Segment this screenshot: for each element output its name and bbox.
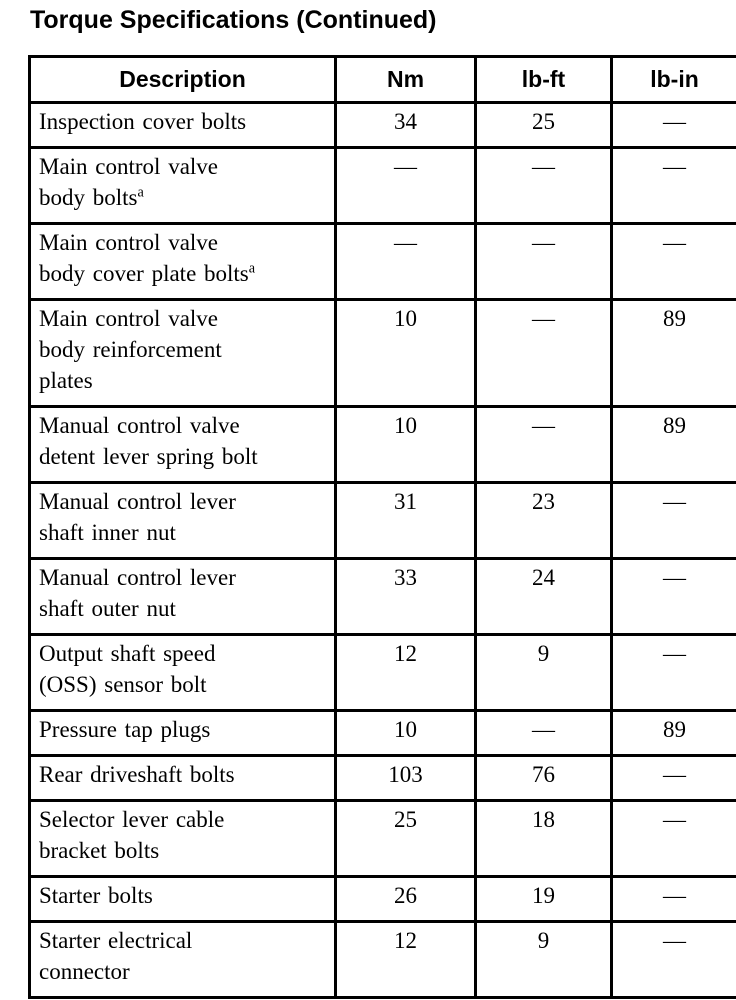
- description-cell: Manual control lever shaft outer nut: [28, 557, 337, 636]
- lb-ft-cell: 9: [474, 633, 613, 712]
- lb-ft-cell: —: [474, 222, 613, 301]
- table-row: Manual control lever shaft inner nut 31 23…: [28, 481, 736, 560]
- lb-in-cell: —: [610, 222, 736, 301]
- lb-in-cell: —: [610, 920, 736, 999]
- table-row: Rear driveshaft bolts 103 76—: [28, 754, 736, 802]
- nm-cell: 10: [334, 709, 477, 757]
- table-row: Manual control lever shaft outer nut 33 24…: [28, 557, 736, 636]
- lb-in-cell: 89: [610, 405, 736, 484]
- nm-cell: 10: [334, 298, 477, 408]
- lb-ft-cell: —: [474, 146, 613, 225]
- lb-ft-cell: —: [474, 709, 613, 757]
- lb-in-cell: —: [610, 101, 736, 149]
- lb-ft-cell: 18: [474, 799, 613, 878]
- lb-in-cell: —: [610, 799, 736, 878]
- table-row: Starter bolts 26 19—: [28, 875, 736, 923]
- lb-ft-cell: 9: [474, 920, 613, 999]
- table-row: Main control valve body boltsa — — —: [28, 146, 736, 225]
- table-row: Selector lever cable bracket bolts 25 18—: [28, 799, 736, 878]
- nm-cell: 10: [334, 405, 477, 484]
- description-cell: Manual control lever shaft inner nut: [28, 481, 337, 560]
- nm-cell: 25: [334, 799, 477, 878]
- lb-in-cell: —: [610, 557, 736, 636]
- lb-in-cell: —: [610, 633, 736, 712]
- description-cell: Rear driveshaft bolts: [28, 754, 337, 802]
- table-row: Pressure tap plugs 10—89: [28, 709, 736, 757]
- table-row: Starter electrical connector 12 9—: [28, 920, 736, 999]
- page-title: Torque Specifications (Continued): [30, 6, 437, 34]
- header-lb-in: lb-in: [610, 55, 736, 104]
- table-body: Inspection cover bolts 34 25— Main control …: [28, 101, 736, 999]
- table-row: Inspection cover bolts 34 25—: [28, 101, 736, 149]
- header-description: Description: [28, 55, 337, 104]
- lb-ft-cell: 19: [474, 875, 613, 923]
- lb-ft-cell: 23: [474, 481, 613, 560]
- lb-in-cell: —: [610, 146, 736, 225]
- nm-cell: 12: [334, 920, 477, 999]
- description-cell: Output shaft speed (OSS) sensor bolt: [28, 633, 337, 712]
- table-row: Output shaft speed (OSS) sensor bolt 12 9—: [28, 633, 736, 712]
- lb-in-cell: —: [610, 481, 736, 560]
- lb-ft-cell: —: [474, 298, 613, 408]
- description-cell: Main control valve body reinforcement pl…: [28, 298, 337, 408]
- header-row: Description Nm lb-ft lb-in: [28, 55, 736, 104]
- nm-cell: 12: [334, 633, 477, 712]
- lb-in-cell: 89: [610, 709, 736, 757]
- lb-in-cell: 89: [610, 298, 736, 408]
- table-row: Manual control valve detent lever spring…: [28, 405, 736, 484]
- nm-cell: 103: [334, 754, 477, 802]
- nm-cell: 31: [334, 481, 477, 560]
- description-cell: Manual control valve detent lever spring…: [28, 405, 337, 484]
- lb-ft-cell: 76: [474, 754, 613, 802]
- footnote-marker: a: [248, 260, 256, 277]
- footnote-marker: a: [137, 184, 144, 201]
- header-nm: Nm: [334, 55, 477, 104]
- description-cell: Inspection cover bolts: [28, 101, 337, 149]
- lb-ft-cell: 24: [474, 557, 613, 636]
- description-cell: Main control valve body cover plate bolt…: [28, 222, 337, 301]
- nm-cell: —: [334, 222, 477, 301]
- nm-cell: 33: [334, 557, 477, 636]
- torque-specifications-table: Description Nm lb-ft lb-in Inspection co…: [28, 55, 736, 999]
- description-cell: Main control valve body boltsa: [28, 146, 337, 225]
- description-cell: Starter bolts: [28, 875, 337, 923]
- table-row: Main control valve body reinforcement pl…: [28, 298, 736, 408]
- lb-ft-cell: —: [474, 405, 613, 484]
- lb-ft-cell: 25: [474, 101, 613, 149]
- header-lb-ft: lb-ft: [474, 55, 613, 104]
- table-header: Description Nm lb-ft lb-in: [28, 55, 736, 104]
- table-row: Main control valve body cover plate bolt…: [28, 222, 736, 301]
- nm-cell: 26: [334, 875, 477, 923]
- nm-cell: —: [334, 146, 477, 225]
- description-cell: Selector lever cable bracket bolts: [28, 799, 337, 878]
- lb-in-cell: —: [610, 754, 736, 802]
- nm-cell: 34: [334, 101, 477, 149]
- description-cell: Starter electrical connector: [28, 920, 337, 999]
- lb-in-cell: —: [610, 875, 736, 923]
- description-cell: Pressure tap plugs: [28, 709, 337, 757]
